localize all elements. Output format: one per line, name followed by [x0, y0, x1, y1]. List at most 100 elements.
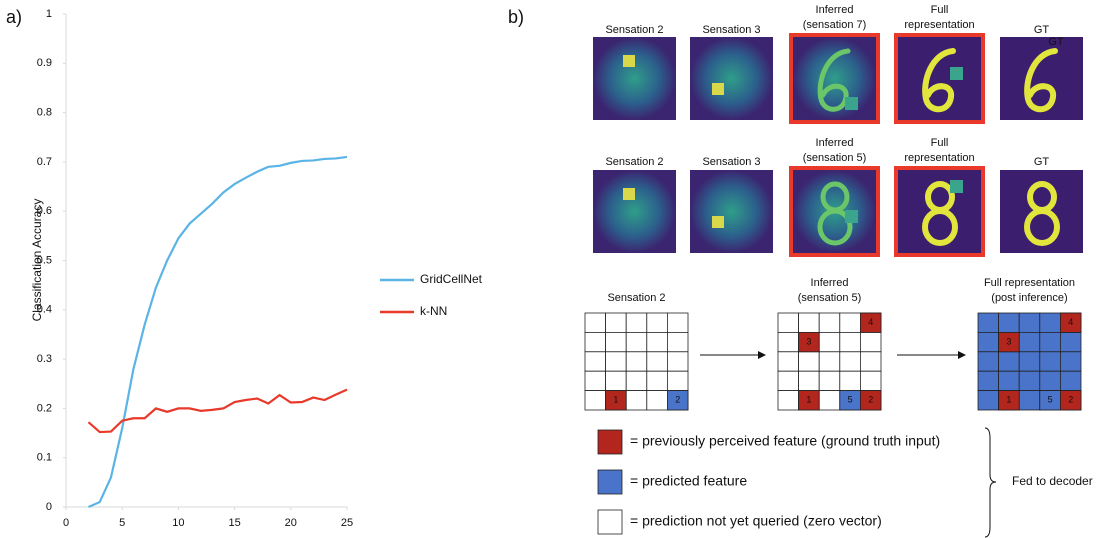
grid-cell [1040, 352, 1061, 371]
grid-cell [999, 352, 1020, 371]
patch [712, 216, 724, 228]
grid-cell [778, 391, 799, 410]
y-tick-label: 0.5 [37, 254, 52, 266]
x-tick-label: 0 [63, 517, 69, 529]
grid-cell [799, 352, 820, 371]
x-tick-label: 25 [341, 517, 353, 529]
grid-title: (sensation 5) [798, 292, 862, 304]
y-tick-label: 0.1 [37, 452, 52, 464]
cell-label: 3 [806, 336, 811, 346]
grid-cell [667, 332, 688, 351]
y-tick-label: 0.3 [37, 353, 52, 365]
image-caption: Sensation 2 [605, 156, 663, 168]
patch [623, 188, 635, 200]
y-tick-label: 0.4 [37, 304, 52, 316]
series-line [88, 157, 347, 507]
bracket-label: Fed to decoder [1012, 474, 1093, 488]
grid-cell [647, 313, 668, 332]
image-caption: (sensation 5) [803, 152, 867, 164]
grid-title: Full representation [984, 277, 1075, 289]
grid-cell [606, 332, 627, 351]
grid-cell [840, 371, 861, 390]
cell-label: 2 [675, 395, 680, 405]
grid-cell [840, 332, 861, 351]
grid-cell [585, 391, 606, 410]
image-caption: Inferred [816, 137, 854, 149]
cell-label: 3 [1006, 336, 1011, 346]
grid-cell [840, 352, 861, 371]
y-tick-label: 0.8 [37, 107, 52, 119]
grid-cell [778, 371, 799, 390]
image-caption: Sensation 3 [702, 24, 760, 36]
cell-label: 4 [868, 317, 873, 327]
y-tick-label: 0.7 [37, 156, 52, 168]
grid-cell [1060, 352, 1081, 371]
grid-cell [978, 332, 999, 351]
grid-cell [819, 313, 840, 332]
grid-cell [819, 391, 840, 410]
grid-title: Inferred [811, 277, 849, 289]
legend-label: = previously perceived feature (ground t… [630, 433, 940, 449]
grid-cell [626, 352, 647, 371]
grid-cell [860, 352, 881, 371]
y-tick-label: 1 [46, 8, 52, 20]
grid-cell [647, 332, 668, 351]
image-caption: Sensation 3 [702, 156, 760, 168]
grid-cell [978, 352, 999, 371]
grid-cell [1060, 371, 1081, 390]
image-caption: representation [904, 152, 974, 164]
grid-cell [626, 391, 647, 410]
bracket [985, 428, 996, 537]
grid-cell [840, 313, 861, 332]
image-caption: Inferred [816, 4, 854, 16]
grid-cell [606, 313, 627, 332]
grid-cell [585, 313, 606, 332]
grid-cell [860, 371, 881, 390]
grid-cell [1019, 352, 1040, 371]
legend-swatch [598, 510, 622, 534]
x-tick-label: 15 [228, 517, 240, 529]
grid-cell [778, 313, 799, 332]
grid-cell [1019, 371, 1040, 390]
image-caption: GT [1034, 24, 1050, 36]
y-tick-label: 0.2 [37, 402, 52, 414]
image-tile [593, 37, 676, 120]
image-caption: Sensation 2 [605, 24, 663, 36]
grid-cell [626, 332, 647, 351]
y-tick-label: 0.6 [37, 205, 52, 217]
cell-label: 2 [1068, 395, 1073, 405]
cell-label: 1 [1006, 395, 1011, 405]
grid-cell [1019, 332, 1040, 351]
grid-cell [647, 371, 668, 390]
x-tick-label: 5 [119, 517, 125, 529]
legend-label: = prediction not yet queried (zero vecto… [630, 513, 882, 529]
cell-label: 5 [1048, 395, 1053, 405]
grid-cell [667, 313, 688, 332]
image-caption: Full [931, 4, 949, 16]
grid-cell [819, 332, 840, 351]
grid-cell [1040, 371, 1061, 390]
grid-cell [1040, 332, 1061, 351]
grid-cell [799, 313, 820, 332]
grid-cell [585, 371, 606, 390]
grid-cell [1019, 391, 1040, 410]
legend-label: GridCellNet [420, 272, 483, 286]
legend-swatch [598, 470, 622, 494]
y-tick-label: 0.9 [37, 57, 52, 69]
figure: a) b) Classification Accuracy Fed to dec… [0, 0, 1116, 538]
grid-cell [626, 371, 647, 390]
y-tick-label: 0 [46, 501, 52, 513]
grid-cell [778, 352, 799, 371]
cell-label: 5 [848, 395, 853, 405]
image-tile [690, 170, 773, 253]
image-tile [690, 37, 773, 120]
grid-cell [606, 371, 627, 390]
grid-cell [585, 352, 606, 371]
grid-cell [626, 313, 647, 332]
grid-cell [647, 391, 668, 410]
image-caption: representation [904, 19, 974, 31]
legend-swatch [598, 430, 622, 454]
image-caption: (sensation 7) [803, 19, 867, 31]
grid-cell [1060, 332, 1081, 351]
grid-cell [978, 313, 999, 332]
